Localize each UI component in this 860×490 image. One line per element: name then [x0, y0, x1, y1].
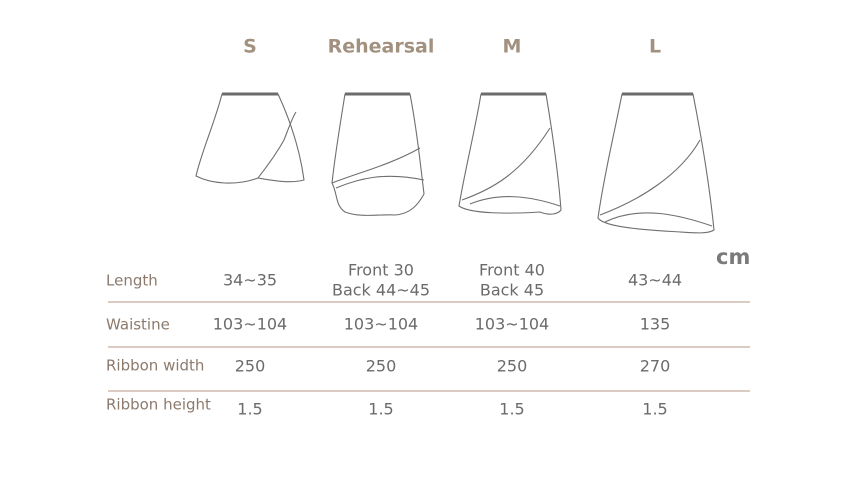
cell-value: Back 44~45 [332, 281, 430, 300]
cell-value: 34~35 [223, 271, 277, 290]
cell-value: 250 [235, 357, 266, 376]
cell-value: 1.5 [368, 400, 393, 419]
column-header: L [649, 36, 661, 58]
skirt-l [597, 92, 715, 234]
column-header: S [243, 36, 257, 58]
skirt-m [458, 92, 562, 215]
cell-value: 103~104 [344, 315, 418, 334]
row-label: Waistine [106, 316, 170, 334]
cell-value: 103~104 [475, 315, 549, 334]
cell-value: 270 [640, 357, 671, 376]
cell-value: 250 [366, 357, 397, 376]
cell-value: 103~104 [213, 315, 287, 334]
skirt-s [195, 92, 305, 184]
cell-value: 135 [640, 315, 671, 334]
cell-value: Back 45 [480, 281, 544, 300]
cell-value: 250 [497, 357, 528, 376]
cell-value: Front 40 [479, 261, 545, 280]
column-header: M [503, 36, 522, 58]
cell-value: 43~44 [628, 271, 682, 290]
column-header: Rehearsal [328, 36, 435, 58]
cell-value: Front 30 [348, 261, 414, 280]
row-label: Length [106, 272, 158, 290]
unit-label: cm [716, 245, 750, 269]
row-label: Ribbon width [106, 357, 204, 375]
cell-value: 1.5 [499, 400, 524, 419]
skirt-rehearsal [331, 92, 425, 216]
cell-value: 1.5 [237, 400, 262, 419]
cell-value: 1.5 [642, 400, 667, 419]
row-label: Ribbon height [106, 396, 211, 414]
